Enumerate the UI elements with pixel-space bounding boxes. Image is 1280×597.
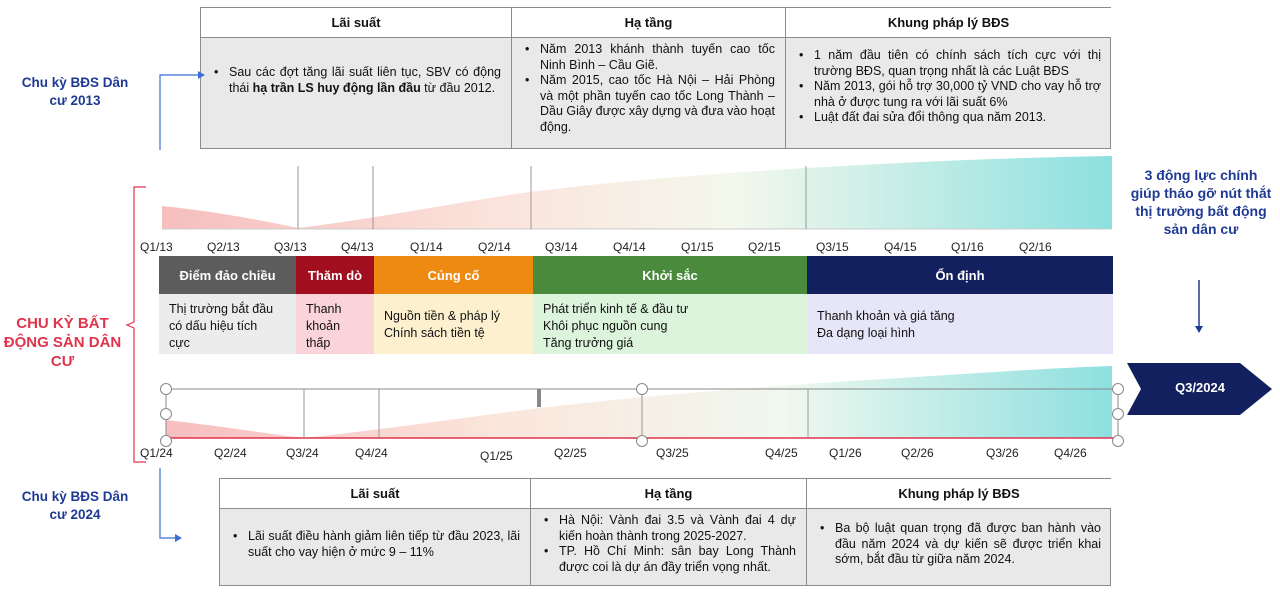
list-item: 1 năm đầu tiên có chính sách tích cực vớ… — [794, 48, 1101, 79]
cycle-bracket — [125, 186, 146, 463]
top-cell-legal: 1 năm đầu tiên có chính sách tích cực vớ… — [786, 38, 1111, 148]
tick-label: Q4/14 — [613, 240, 646, 254]
cycle-2013-label: Chu kỳ BĐS Dân cư 2013 — [21, 75, 129, 108]
tick-label: Q4/24 — [355, 446, 388, 460]
bottom-table: Lãi suất Hạ tầng Khung pháp lý BĐS Lãi s… — [219, 478, 1111, 586]
tick-label: Q1/25 — [480, 449, 513, 463]
tick-label: Q1/13 — [140, 240, 173, 254]
tick-label: Q2/16 — [1019, 240, 1052, 254]
top-header-legal: Khung pháp lý BĐS — [786, 8, 1111, 38]
tick-label: Q1/26 — [829, 446, 862, 460]
resize-handle-bottom-right[interactable] — [1112, 435, 1124, 447]
phase-header-consolidate: Củng cố — [374, 256, 533, 294]
top-cycle-wave — [162, 156, 1112, 229]
tick-label: Q1/24 — [140, 446, 173, 460]
tick-label: Q3/25 — [656, 446, 689, 460]
tick-label: Q1/15 — [681, 240, 714, 254]
top-header-interest: Lãi suất — [201, 8, 512, 38]
list-item: TP. Hồ Chí Minh: sân bay Long Thành được… — [539, 544, 796, 575]
phase-header-explore: Thăm dò — [296, 256, 374, 294]
phase-body-explore: Thanh khoản thấp — [296, 294, 374, 354]
bottom-header-infrastructure: Hạ tầng — [531, 479, 807, 509]
cycle-main-label: CHU KỲ BẤT ĐỘNG SẢN DÂN CƯ — [3, 315, 122, 370]
tick-label: Q3/15 — [816, 240, 849, 254]
tick-label: Q2/25 — [554, 446, 587, 460]
list-item: Ba bộ luật quan trọng đã được ban hành v… — [815, 521, 1101, 568]
bottom-cell-infrastructure: Hà Nội: Vành đai 3.5 và Vành đai 4 dự ki… — [531, 509, 807, 585]
bottom-header-interest: Lãi suất — [220, 479, 531, 509]
tick-label: Q4/25 — [765, 446, 798, 460]
list-item: Lãi suất điều hành giảm liên tiếp từ đầu… — [228, 529, 520, 560]
phase-header-reversal: Điểm đảo chiều — [159, 256, 296, 294]
cycle-2024-label: Chu kỳ BĐS Dân cư 2024 — [21, 489, 129, 522]
tick-label: Q2/24 — [214, 446, 247, 460]
list-item: Năm 2013, gói hỗ trợ 30,000 tỷ VND cho v… — [794, 79, 1101, 110]
connector-2024 — [159, 468, 175, 539]
tick-label: Q2/26 — [901, 446, 934, 460]
phase-body-stable: Thanh khoản và giá tăng Đa dạng loại hìn… — [807, 294, 1113, 354]
resize-handle-mid-left[interactable] — [160, 408, 172, 420]
current-marker — [537, 389, 541, 407]
resize-handle-mid-right[interactable] — [1112, 408, 1124, 420]
resize-handle-bottom-left[interactable] — [160, 435, 172, 447]
tick-label: Q4/26 — [1054, 446, 1087, 460]
resize-handle-top-mid[interactable] — [636, 383, 648, 395]
current-period-label: Q3/2024 — [1175, 380, 1225, 395]
tick-label: Q2/15 — [748, 240, 781, 254]
bottom-header-legal: Khung pháp lý BĐS — [807, 479, 1111, 509]
top-table: Lãi suất Hạ tầng Khung pháp lý BĐS Sau c… — [200, 7, 1111, 149]
tick-label: Q3/26 — [986, 446, 1019, 460]
top-cell-interest: Sau các đợt tăng lãi suất liên tục, SBV … — [201, 38, 512, 148]
list-item: Luật đất đai sửa đổi thông qua năm 2013. — [794, 110, 1101, 126]
resize-handle-top-right[interactable] — [1112, 383, 1124, 395]
tick-label: Q3/24 — [286, 446, 319, 460]
tick-label: Q3/14 — [545, 240, 578, 254]
phase-header-recovery: Khởi sắc — [533, 256, 807, 294]
connector-2013 — [159, 74, 198, 150]
current-period-arrow — [1127, 363, 1272, 415]
list-item: Năm 2015, cao tốc Hà Nội – Hải Phòng và … — [520, 73, 775, 135]
bottom-cell-interest: Lãi suất điều hành giảm liên tiếp từ đầu… — [220, 509, 531, 585]
tick-label: Q3/13 — [274, 240, 307, 254]
tick-label: Q1/14 — [410, 240, 443, 254]
top-cell-infrastructure: Năm 2013 khánh thành tuyến cao tốc Ninh … — [512, 38, 786, 148]
bottom-cell-legal: Ba bộ luật quan trọng đã được ban hành v… — [807, 509, 1111, 585]
tick-label: Q2/13 — [207, 240, 240, 254]
tick-label: Q4/15 — [884, 240, 917, 254]
resize-handle-bottom-mid[interactable] — [636, 435, 648, 447]
drivers-label: 3 động lực chính giúp tháo gỡ nút thắt t… — [1130, 167, 1272, 237]
resize-handle-top-left[interactable] — [160, 383, 172, 395]
bottom-cycle-wave — [166, 366, 1112, 438]
list-item: Năm 2013 khánh thành tuyến cao tốc Ninh … — [520, 42, 775, 73]
list-item: Sau các đợt tăng lãi suất liên tục, SBV … — [209, 65, 501, 96]
tick-label: Q1/16 — [951, 240, 984, 254]
tick-label: Q4/13 — [341, 240, 374, 254]
phase-header-stable: Ổn định — [807, 256, 1113, 294]
phase-body-recovery: Phát triển kinh tế & đầu tư Khôi phục ng… — [533, 294, 807, 354]
tick-label: Q2/14 — [478, 240, 511, 254]
list-item: Hà Nội: Vành đai 3.5 và Vành đai 4 dự ki… — [539, 513, 796, 544]
phase-body-consolidate: Nguồn tiền & pháp lý Chính sách tiền tệ — [374, 294, 533, 354]
top-header-infrastructure: Hạ tầng — [512, 8, 786, 38]
phase-body-reversal: Thị trường bắt đầu có dấu hiệu tích cực — [159, 294, 296, 354]
